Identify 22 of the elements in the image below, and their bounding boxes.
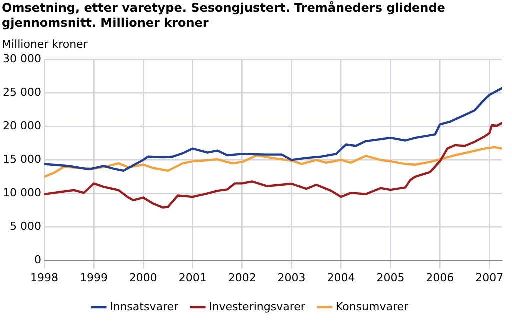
y-tick-label: 5 000	[10, 220, 42, 234]
x-tick-label: 1999	[80, 271, 108, 284]
x-tick-label: 1998	[30, 271, 58, 284]
y-tick-label: 30 000	[2, 52, 42, 66]
x-tick-label: 2003	[278, 271, 306, 284]
x-tick-label: 2007	[476, 271, 504, 284]
x-tick-label: 2006	[426, 271, 454, 284]
legend-label: Innsatsvarer	[110, 300, 179, 314]
y-tick-label: 20 000	[2, 120, 42, 133]
legend-label: Investeringsvarer	[209, 300, 306, 314]
y-tick-label: 10 000	[2, 186, 42, 200]
legend-label: Konsumvarer	[336, 300, 409, 314]
x-tick-label: 2002	[228, 271, 256, 284]
y-axis-title: Millioner kroner	[2, 38, 88, 51]
y-tick-label: 15 000	[2, 153, 42, 166]
y-tick-label: 0	[34, 254, 42, 267]
chart-title: Omsetning, etter varetype. Sesongjustert. Tremåneders glidende gjennomsnitt. Millioner kroner	[2, 1, 446, 31]
y-tick-label: 25 000	[2, 86, 42, 99]
x-tick-label: 2005	[376, 271, 405, 284]
x-tick-label: 2004	[327, 271, 356, 284]
x-tick-label: 2000	[129, 271, 158, 284]
x-tick-label: 2001	[178, 271, 207, 284]
